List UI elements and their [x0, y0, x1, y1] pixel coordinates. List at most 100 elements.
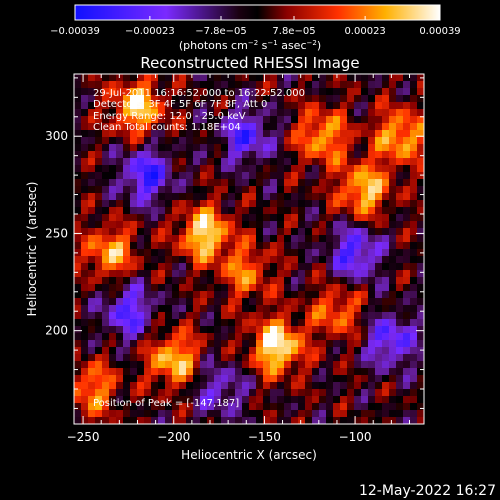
heatmap-cell — [270, 382, 278, 390]
heatmap-cell — [228, 235, 236, 243]
heatmap-cell — [270, 200, 278, 208]
heatmap-cell — [81, 263, 89, 271]
heatmap-cell — [179, 403, 187, 411]
heatmap-cell — [74, 270, 82, 278]
heatmap-cell — [361, 74, 369, 82]
heatmap-cell — [410, 81, 418, 89]
heatmap-cell — [151, 368, 159, 376]
heatmap-cell — [312, 333, 320, 341]
heatmap-cell — [95, 109, 103, 117]
heatmap-cell — [263, 179, 271, 187]
heatmap-cell — [368, 291, 376, 299]
heatmap-cell — [347, 228, 355, 236]
heatmap-cell — [298, 417, 306, 424]
heatmap-cell — [221, 375, 229, 383]
heatmap-cell — [333, 130, 341, 138]
heatmap-cell — [221, 403, 229, 411]
heatmap-cell — [165, 144, 173, 152]
heatmap-cell — [368, 354, 376, 362]
heatmap-cell — [375, 263, 383, 271]
heatmap-cell — [417, 116, 424, 124]
heatmap-cell — [242, 382, 250, 390]
heatmap-cell — [186, 123, 194, 131]
heatmap-cell — [382, 368, 390, 376]
heatmap-cell — [333, 102, 341, 110]
heatmap-cell — [263, 340, 271, 348]
heatmap-cell — [186, 221, 194, 229]
heatmap-cell — [354, 312, 362, 320]
heatmap-cell — [81, 305, 89, 313]
heatmap-cell — [228, 284, 236, 292]
heatmap-cell — [172, 123, 180, 131]
heatmap-cell — [354, 382, 362, 390]
heatmap-cell — [130, 249, 138, 257]
heatmap-cell — [221, 193, 229, 201]
heatmap-cell — [144, 368, 152, 376]
heatmap-cell — [375, 368, 383, 376]
heatmap-cell — [298, 305, 306, 313]
heatmap-cell — [228, 417, 236, 424]
heatmap-cell — [242, 284, 250, 292]
heatmap-cell — [347, 263, 355, 271]
heatmap-cell — [123, 354, 131, 362]
heatmap-cell — [102, 130, 110, 138]
heatmap-cell — [382, 207, 390, 215]
heatmap-cell — [88, 326, 96, 334]
heatmap-cell — [130, 396, 138, 404]
heatmap-cell — [410, 172, 418, 180]
heatmap-cell — [228, 410, 236, 418]
heatmap-cell — [242, 221, 250, 229]
heatmap-cell — [109, 116, 117, 124]
heatmap-cell — [298, 165, 306, 173]
heatmap-cell — [382, 95, 390, 103]
heatmap-cell — [312, 263, 320, 271]
heatmap-cell — [249, 179, 257, 187]
heatmap-cell — [396, 193, 404, 201]
heatmap-cell — [172, 326, 180, 334]
heatmap-cell — [144, 88, 152, 96]
heatmap-cell — [200, 214, 208, 222]
heatmap-cell — [347, 305, 355, 313]
heatmap-cell — [172, 235, 180, 243]
heatmap-cell — [242, 214, 250, 222]
heatmap-cell — [263, 270, 271, 278]
heatmap-cell — [410, 396, 418, 404]
heatmap-cell — [81, 347, 89, 355]
heatmap-cell — [158, 389, 166, 397]
heatmap-cell — [375, 375, 383, 383]
heatmap-cell — [389, 417, 397, 424]
heatmap-cell — [88, 396, 96, 404]
heatmap-cell — [186, 116, 194, 124]
heatmap-cell — [88, 256, 96, 264]
heatmap-cell — [382, 158, 390, 166]
heatmap-cell — [277, 284, 285, 292]
heatmap-cell — [263, 333, 271, 341]
heatmap-cell — [417, 298, 424, 306]
heatmap-cell — [270, 249, 278, 257]
heatmap-cell — [417, 410, 424, 418]
heatmap-cell — [116, 200, 124, 208]
heatmap-cell — [249, 221, 257, 229]
heatmap-cell — [368, 305, 376, 313]
heatmap-cell — [326, 410, 334, 418]
heatmap-cell — [291, 256, 299, 264]
heatmap-cell — [221, 235, 229, 243]
heatmap-cell — [165, 319, 173, 327]
heatmap-cell — [88, 389, 96, 397]
heatmap-cell — [214, 256, 222, 264]
heatmap-cell — [347, 333, 355, 341]
heatmap-cell — [130, 417, 138, 424]
heatmap-cell — [417, 263, 424, 271]
heatmap-cell — [144, 137, 152, 145]
heatmap-cell — [130, 277, 138, 285]
heatmap-cell — [179, 291, 187, 299]
heatmap-cell — [326, 116, 334, 124]
heatmap-cell — [361, 249, 369, 257]
heatmap-cell — [340, 116, 348, 124]
heatmap-cell — [340, 375, 348, 383]
heatmap-cell — [95, 333, 103, 341]
heatmap-cell — [186, 256, 194, 264]
heatmap-cell — [340, 186, 348, 194]
heatmap-cell — [326, 137, 334, 145]
heatmap-cell — [333, 389, 341, 397]
